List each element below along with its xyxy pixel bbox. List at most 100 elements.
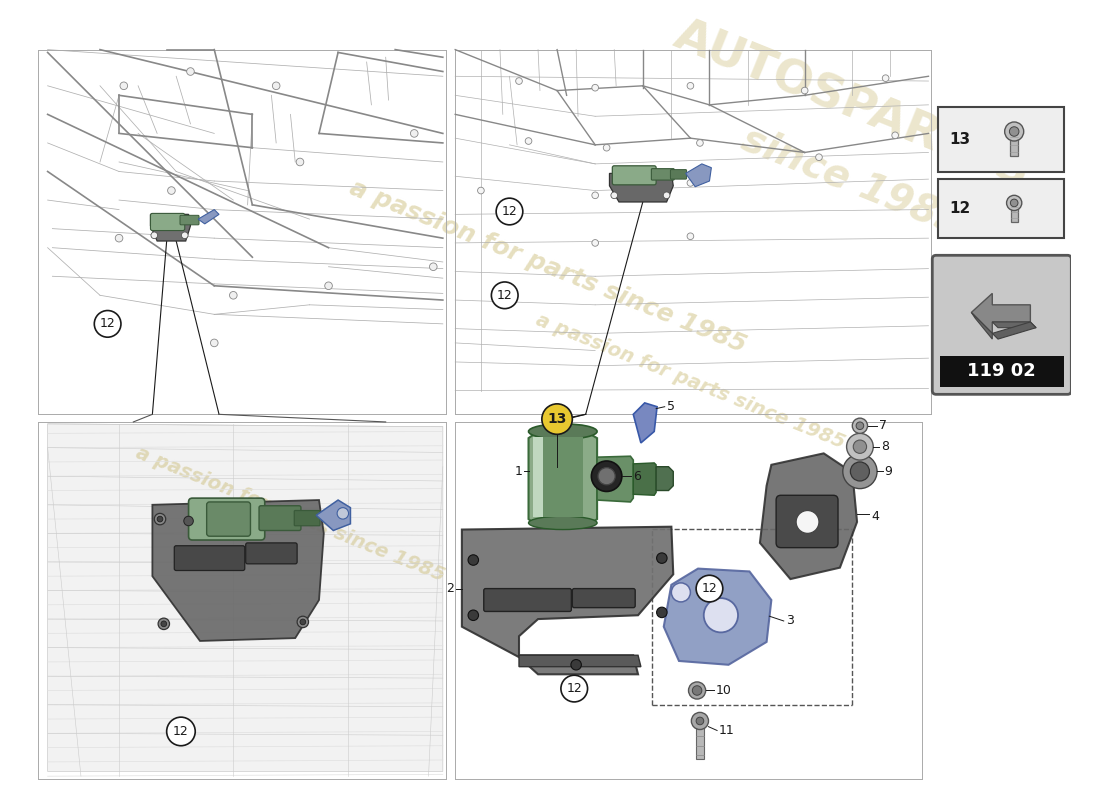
Circle shape (304, 511, 316, 523)
Circle shape (182, 232, 188, 238)
Circle shape (477, 187, 484, 194)
FancyBboxPatch shape (245, 543, 297, 564)
Polygon shape (656, 466, 673, 490)
Circle shape (592, 192, 598, 198)
Text: 119 02: 119 02 (967, 362, 1036, 381)
Circle shape (158, 618, 169, 630)
Circle shape (657, 607, 667, 618)
Text: 1: 1 (515, 465, 522, 478)
Polygon shape (519, 655, 641, 666)
Circle shape (688, 179, 694, 186)
Circle shape (324, 282, 332, 290)
Circle shape (297, 616, 309, 628)
Circle shape (273, 82, 280, 90)
Circle shape (1010, 126, 1019, 136)
Text: 12: 12 (949, 201, 970, 216)
Circle shape (151, 232, 157, 238)
Polygon shape (462, 526, 673, 674)
Circle shape (892, 132, 899, 138)
Circle shape (663, 192, 670, 198)
Circle shape (689, 682, 705, 699)
Circle shape (337, 508, 349, 519)
Circle shape (167, 186, 175, 194)
Ellipse shape (528, 424, 597, 439)
Circle shape (561, 675, 587, 702)
Circle shape (815, 154, 823, 161)
Bar (696, 721, 704, 759)
Polygon shape (760, 454, 857, 579)
Circle shape (852, 418, 868, 434)
Polygon shape (634, 463, 656, 495)
Text: 2: 2 (447, 582, 454, 595)
Circle shape (187, 68, 195, 75)
Text: 13: 13 (949, 132, 970, 146)
Circle shape (598, 468, 615, 485)
Circle shape (496, 198, 522, 225)
Text: 7: 7 (879, 419, 887, 432)
Circle shape (696, 140, 703, 146)
Text: a passion for parts since 1985: a passion for parts since 1985 (534, 310, 848, 452)
Bar (1011, 131, 1018, 156)
Text: 12: 12 (497, 289, 513, 302)
Circle shape (116, 234, 123, 242)
Text: 12: 12 (100, 318, 116, 330)
Text: a passion for parts since 1985: a passion for parts since 1985 (345, 176, 749, 358)
Circle shape (847, 434, 873, 460)
Circle shape (882, 75, 889, 82)
Circle shape (184, 516, 194, 526)
Circle shape (688, 233, 694, 239)
Circle shape (307, 514, 312, 520)
FancyBboxPatch shape (613, 166, 656, 185)
Circle shape (704, 598, 738, 633)
Circle shape (796, 510, 820, 534)
Text: a passion for parts since 1985: a passion for parts since 1985 (133, 443, 448, 586)
Circle shape (296, 158, 304, 166)
Circle shape (167, 717, 195, 746)
FancyBboxPatch shape (207, 502, 251, 536)
Text: 6: 6 (634, 470, 641, 482)
Circle shape (571, 659, 582, 670)
Circle shape (492, 282, 518, 309)
Polygon shape (685, 164, 712, 186)
Text: 9: 9 (884, 465, 892, 478)
FancyBboxPatch shape (188, 498, 265, 540)
Circle shape (843, 454, 877, 489)
Polygon shape (198, 210, 219, 224)
Bar (542, 437, 583, 517)
FancyBboxPatch shape (938, 179, 1064, 238)
FancyBboxPatch shape (651, 169, 674, 180)
Circle shape (161, 621, 167, 626)
Circle shape (1011, 199, 1018, 206)
Text: 3: 3 (785, 614, 793, 627)
Text: 5: 5 (667, 400, 674, 414)
Circle shape (525, 138, 532, 144)
Circle shape (410, 130, 418, 138)
Circle shape (692, 686, 702, 695)
Polygon shape (634, 403, 657, 443)
Circle shape (95, 310, 121, 337)
FancyBboxPatch shape (258, 506, 301, 530)
Circle shape (300, 619, 306, 625)
Polygon shape (992, 322, 1036, 328)
Circle shape (516, 78, 522, 84)
FancyBboxPatch shape (572, 589, 635, 608)
Circle shape (696, 717, 704, 725)
Text: 12: 12 (566, 682, 582, 695)
Circle shape (1004, 122, 1024, 141)
Circle shape (157, 516, 163, 522)
Circle shape (469, 554, 478, 566)
Polygon shape (971, 294, 1031, 334)
Polygon shape (663, 569, 771, 665)
Polygon shape (992, 322, 1036, 339)
Ellipse shape (528, 516, 597, 530)
Circle shape (469, 610, 478, 621)
Circle shape (802, 87, 808, 94)
Polygon shape (971, 313, 992, 339)
Polygon shape (597, 456, 634, 502)
Text: 12: 12 (173, 725, 189, 738)
FancyBboxPatch shape (151, 214, 185, 230)
Text: 11: 11 (719, 724, 735, 737)
Polygon shape (153, 500, 323, 641)
Polygon shape (528, 431, 597, 526)
Circle shape (592, 84, 598, 91)
